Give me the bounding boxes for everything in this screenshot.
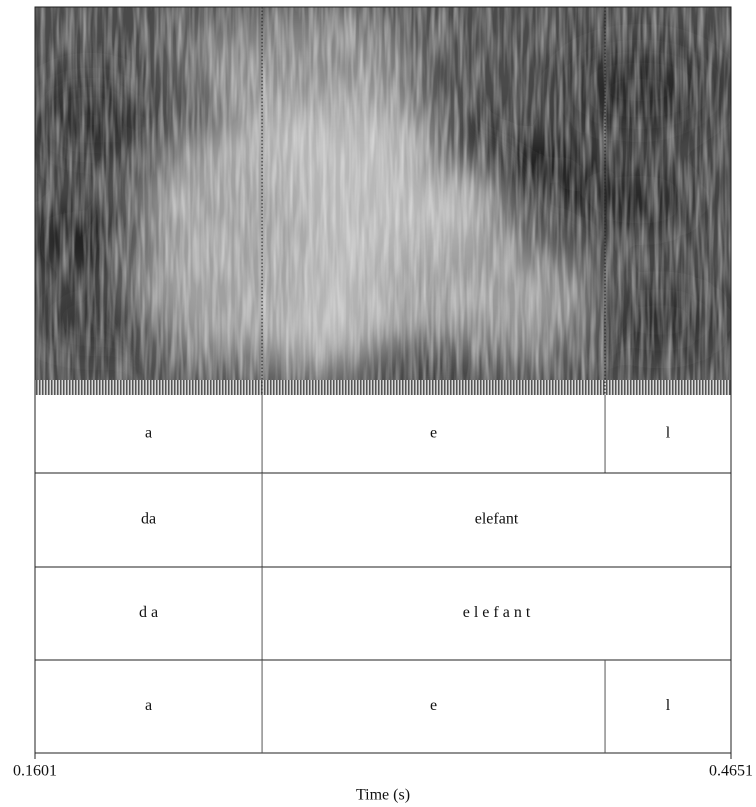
axis-end: 0.4651 <box>709 763 753 780</box>
interval-label: e l e f a n t <box>463 604 531 621</box>
spectrogram <box>20 7 731 380</box>
interval-label: l <box>666 425 671 442</box>
axis-title: Time (s) <box>356 787 410 804</box>
interval-label: da <box>141 511 156 528</box>
praat-figure: 0.1601 0.4651 Time (s) a e l da elefant d a e … <box>0 0 756 807</box>
axis-start: 0.1601 <box>13 763 57 780</box>
interval-label: elefant <box>475 511 519 528</box>
page: {"time_axis": {"start": 0.1601, "end": 0… <box>0 0 756 807</box>
interval-label: e <box>430 425 437 442</box>
interval-label: a <box>145 697 152 714</box>
interval-label: l <box>666 697 671 714</box>
waveform-strip <box>35 380 731 395</box>
interval-label: a <box>145 425 152 442</box>
interval-label: e <box>430 697 437 714</box>
interval-label: d a <box>139 604 158 621</box>
